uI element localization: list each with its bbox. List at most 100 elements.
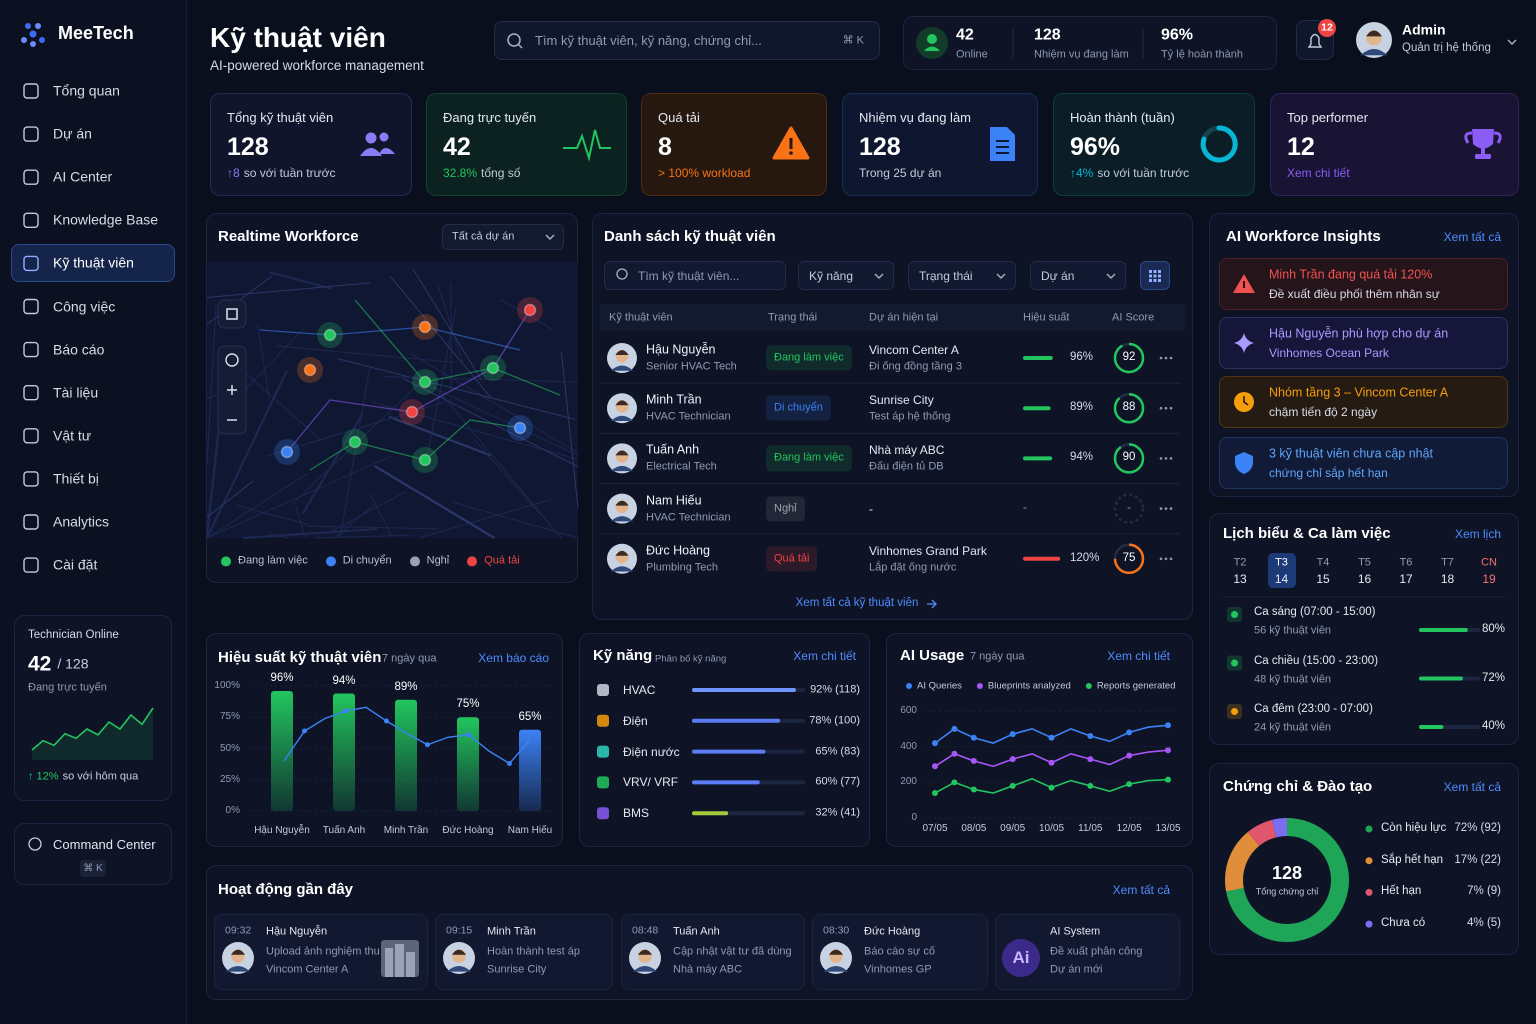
kpi-value: 42 (443, 133, 471, 161)
text-row: > 100% workload (658, 166, 750, 180)
nav-item[interactable]: AI Center (53, 168, 113, 185)
nav-item[interactable]: Báo cáo (53, 341, 105, 358)
nav-item[interactable]: Công việc (53, 298, 116, 315)
donut-label: Tổng chứng chỉ (1255, 886, 1319, 897)
table-search[interactable] (604, 261, 786, 290)
shift-percent: 72% (1481, 671, 1505, 684)
panel-title: Realtime Workforce (218, 228, 359, 245)
day-number[interactable]: 18 (1440, 571, 1455, 586)
y-tick-label: 75% (219, 711, 240, 723)
filter-label[interactable]: Trạng thái (919, 268, 973, 283)
insight-card[interactable] (1219, 258, 1508, 310)
nav-item[interactable]: Analytics (53, 513, 110, 530)
filter-dropdown[interactable] (442, 224, 564, 250)
weekday[interactable]: T5 (1358, 556, 1371, 569)
skill-value: 60% (77) (815, 775, 860, 788)
legend-label: Sắp hết hạn (1381, 853, 1444, 866)
legend-value: 17% (22) (1454, 853, 1501, 866)
technician-name[interactable]: Tuấn Anh (646, 442, 700, 457)
panel-title: Kỹ năng (593, 647, 653, 664)
filter-label[interactable]: Tất cả dự án (452, 230, 515, 243)
insight-card[interactable] (1219, 317, 1508, 369)
y-tick-label: 600 (900, 705, 917, 716)
command-label[interactable]: Command Center (53, 837, 156, 853)
column-header: Kỹ thuật viên (609, 311, 673, 324)
kpi-label: Nhiệm vụ đang làm (859, 110, 971, 126)
weekday[interactable]: T3 (1275, 556, 1288, 569)
link[interactable]: Xem tất cả (1443, 779, 1501, 794)
shift-count: 48 kỹ thuật viên (1254, 672, 1332, 685)
nav-item[interactable]: Vật tư (53, 427, 92, 444)
weekday[interactable]: CN (1481, 556, 1497, 569)
search-placeholder[interactable]: Tìm kỹ thuật viên, kỹ năng, chứng chỉ... (535, 33, 762, 49)
legend-label: Quá tải (484, 554, 520, 567)
y-tick-label: 0 (911, 812, 917, 823)
nav-item[interactable]: Cài đặt (53, 556, 98, 573)
legend-label: AI Queries (917, 680, 962, 692)
insight-card[interactable] (1219, 376, 1508, 428)
technician-role: HVAC Technician (646, 410, 731, 423)
skill-value: 78% (100) (809, 714, 860, 727)
filter-label[interactable]: Dự án (1041, 268, 1075, 283)
task: Đi ống đồng tầng 3 (869, 360, 962, 373)
legend-dot (325, 556, 336, 566)
skill-value: 32% (41) (815, 806, 860, 819)
task: Đấu điện tủ DB (869, 460, 944, 473)
nav-item[interactable]: Thiết bị (53, 470, 99, 487)
performance-label: 89% (1070, 401, 1094, 414)
kpi-label: Quá tải (658, 110, 700, 126)
kpi-note: Trong 25 dự án (859, 165, 942, 180)
link[interactable]: Xem tất cả (1112, 882, 1170, 897)
legend-dot (221, 556, 231, 566)
day-number[interactable]: 16 (1357, 571, 1372, 586)
link[interactable]: Xem tất cả (1443, 229, 1501, 244)
day-number[interactable]: 19 (1482, 571, 1496, 586)
day-number[interactable]: 13 (1233, 571, 1247, 586)
grid-view-button[interactable] (1140, 261, 1170, 290)
command-center[interactable] (14, 823, 172, 885)
filter-label[interactable]: Kỹ năng (809, 268, 854, 283)
kpi-note: Xem chi tiết (1287, 165, 1350, 180)
view-all-link[interactable]: Xem tất cả kỹ thuật viên (795, 597, 919, 610)
technician-name[interactable]: Hậu Nguyễn (646, 342, 716, 357)
nav-item[interactable]: Dự án (53, 125, 92, 142)
activity-name: Minh Trần (487, 925, 536, 938)
y-tick-label: 0% (225, 805, 240, 816)
kpi-note: so với tuần trước (1097, 165, 1190, 180)
kpi-note: tổng số (481, 165, 521, 180)
day-number[interactable]: 15 (1316, 571, 1330, 586)
kpi-label: Top performer (1287, 110, 1368, 126)
technician-name[interactable]: Đức Hoàng (646, 543, 710, 558)
x-tick-label: Tuấn Anh (322, 825, 366, 836)
technician-name[interactable]: Nam Hiếu (646, 493, 702, 508)
weekday[interactable]: T6 (1399, 556, 1413, 569)
link[interactable]: Xem báo cáo (478, 650, 549, 665)
ai-score: 92 (1122, 351, 1136, 364)
weekday[interactable]: T4 (1316, 556, 1330, 569)
search-placeholder[interactable]: Tìm kỹ thuật viên... (638, 268, 740, 283)
avatar-body (1360, 49, 1388, 56)
nav-item[interactable]: Kỹ thuật viên (53, 254, 134, 271)
bar-label: 75% (456, 698, 480, 711)
insight-card[interactable] (1219, 437, 1508, 489)
nav-item[interactable]: Tổng quan (53, 82, 120, 99)
day-number[interactable]: 17 (1399, 571, 1413, 586)
weekday[interactable]: T2 (1233, 556, 1247, 569)
nav-item[interactable]: Tài liệu (53, 384, 99, 401)
technician-name[interactable]: Minh Trần (646, 392, 702, 407)
link[interactable]: Xem chi tiết (1107, 648, 1170, 663)
x-tick-label: 13/05 (1155, 823, 1181, 834)
text-row: 42 / 128 (28, 651, 89, 676)
activity-card[interactable] (621, 914, 805, 990)
panel-title: Lịch biểu & Ca làm việc (1223, 525, 1391, 542)
status-pill: Đang làm việc (766, 445, 852, 471)
nav-item[interactable]: Knowledge Base (53, 211, 159, 228)
weekday[interactable]: T7 (1441, 556, 1454, 569)
search-box[interactable] (494, 21, 880, 60)
link[interactable]: Xem chi tiết (793, 648, 856, 663)
x-tick-label: Nam Hiếu (507, 825, 553, 836)
day-number[interactable]: 14 (1274, 571, 1289, 586)
avatar-face (1366, 30, 1382, 46)
link[interactable]: Xem lịch (1454, 526, 1501, 541)
stat-value: 96% (1161, 26, 1194, 44)
